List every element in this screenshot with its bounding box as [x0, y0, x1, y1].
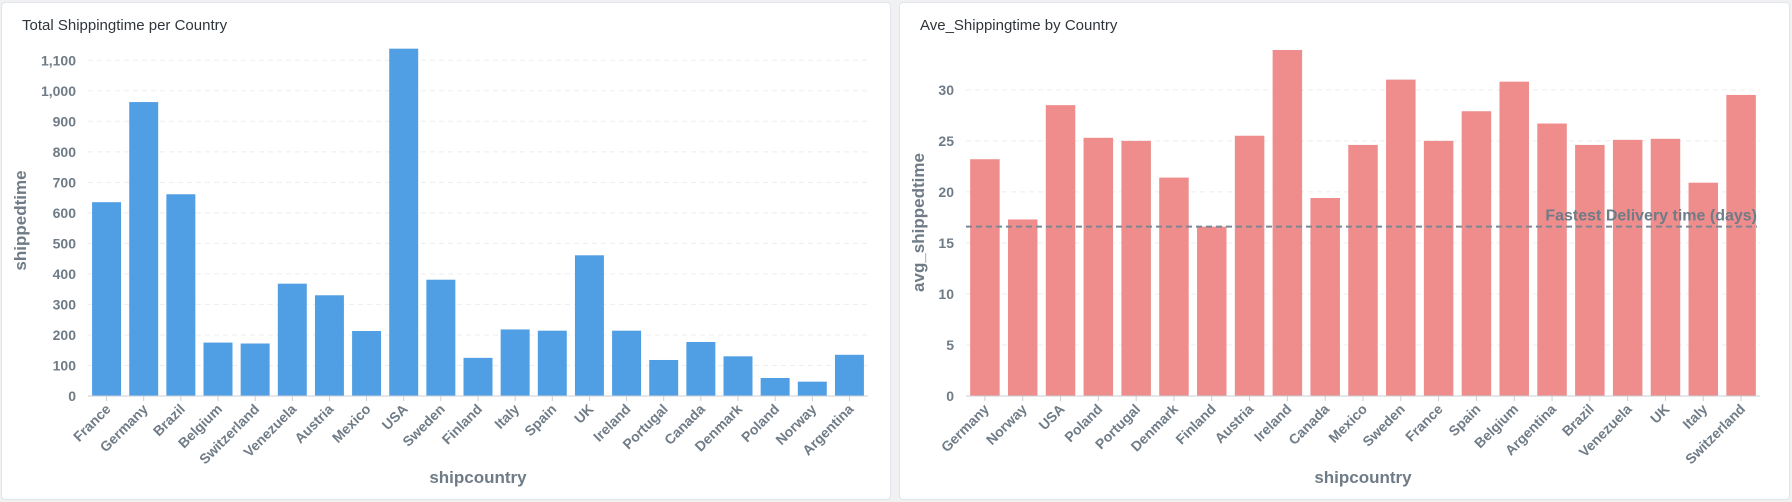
- y-tick-label: 25: [938, 133, 954, 149]
- shippingtime-average-card[interactable]: Ave_Shippingtime by Country 0 5 10 15 20 25 30…: [899, 2, 1790, 500]
- y-axis-title: shippedtime: [11, 170, 30, 270]
- bar[interactable]: [1007, 219, 1038, 396]
- bar[interactable]: [686, 341, 716, 396]
- x-tick-label: USA: [379, 401, 411, 433]
- y-tick-label: 0: [68, 388, 76, 404]
- x-tick-label: Austria: [291, 401, 337, 447]
- bar[interactable]: [1461, 111, 1492, 396]
- bar[interactable]: [537, 330, 567, 396]
- y-tick-label: 200: [53, 327, 77, 343]
- y-tick-label: 700: [53, 174, 77, 190]
- bar[interactable]: [760, 377, 790, 396]
- y-tick-label: 5: [946, 337, 954, 353]
- bar[interactable]: [1386, 79, 1416, 396]
- y-tick-label: 1,000: [41, 83, 76, 99]
- bar[interactable]: [970, 159, 1000, 396]
- x-tick-label: Finland: [439, 401, 486, 448]
- x-tick-label: Italy: [491, 401, 522, 432]
- bar[interactable]: [1612, 139, 1643, 397]
- bar[interactable]: [1537, 123, 1567, 397]
- y-tick-label: 10: [938, 286, 954, 302]
- y-axis-title: avg_shippedtime: [909, 153, 928, 292]
- goal-label: Fastest Delivery time (days): [1545, 208, 1757, 225]
- bar[interactable]: [166, 194, 196, 396]
- bar[interactable]: [1650, 138, 1681, 396]
- bar[interactable]: [203, 342, 233, 396]
- bar[interactable]: [352, 330, 382, 396]
- y-tick-label: 400: [53, 266, 77, 282]
- bar[interactable]: [574, 255, 604, 396]
- shippingtime-total-card[interactable]: Total Shippingtime per Country 0 100 200 30…: [1, 2, 891, 500]
- y-tick-label: 20: [938, 184, 954, 200]
- y-tick-label: 600: [53, 205, 77, 221]
- bar[interactable]: [1083, 137, 1114, 396]
- x-axis-title: shipcountry: [1314, 468, 1412, 487]
- chart-title[interactable]: Ave_Shippingtime by Country: [920, 17, 1118, 34]
- bar[interactable]: [834, 354, 864, 396]
- y-tick-label: 900: [53, 113, 77, 129]
- x-tick-label: Sweden: [1359, 401, 1408, 450]
- x-tick-label: Finland: [1172, 401, 1219, 448]
- y-tick-label: 300: [53, 296, 77, 312]
- y-tick-label: 500: [53, 235, 77, 251]
- bar[interactable]: [1423, 140, 1454, 396]
- bar[interactable]: [92, 202, 122, 396]
- bar[interactable]: [723, 356, 753, 396]
- x-tick-label: France: [1402, 401, 1446, 445]
- total-shippingtime-chart: 01002003004005006007008009001,0001,100Fr…: [11, 48, 868, 487]
- bar[interactable]: [1234, 135, 1265, 396]
- y-tick-label: 800: [53, 144, 77, 160]
- bar[interactable]: [797, 381, 827, 396]
- y-tick-label: 1,100: [41, 52, 76, 68]
- x-tick-label: Spain: [521, 401, 559, 439]
- bar[interactable]: [463, 357, 493, 396]
- x-tick-label: UK: [1647, 401, 1673, 427]
- x-tick-label: Austria: [1211, 401, 1257, 447]
- bar[interactable]: [1197, 226, 1227, 396]
- bar[interactable]: [1272, 50, 1303, 396]
- y-tick-label: 100: [53, 357, 77, 373]
- bar[interactable]: [649, 359, 679, 396]
- bar[interactable]: [1045, 105, 1076, 396]
- bar[interactable]: [1726, 94, 1756, 397]
- bar[interactable]: [426, 279, 456, 396]
- x-tick-label: USA: [1035, 401, 1067, 433]
- bar[interactable]: [1575, 144, 1605, 396]
- x-tick-label: Mexico: [329, 401, 374, 446]
- bar[interactable]: [277, 283, 307, 396]
- x-axis-title: shipcountry: [429, 468, 527, 487]
- y-tick-label: 15: [938, 235, 954, 251]
- bar[interactable]: [314, 295, 344, 396]
- y-tick-label: 30: [938, 82, 954, 98]
- bar[interactable]: [129, 102, 159, 396]
- bar[interactable]: [240, 343, 270, 396]
- bar[interactable]: [1310, 198, 1340, 396]
- bar[interactable]: [1159, 177, 1189, 396]
- y-tick-label: 0: [946, 388, 954, 404]
- bar[interactable]: [1499, 81, 1529, 397]
- bar[interactable]: [1121, 140, 1151, 396]
- bar[interactable]: [389, 48, 419, 397]
- x-tick-label: Norway: [983, 401, 1030, 448]
- bar[interactable]: [1348, 144, 1378, 396]
- x-tick-label: Canada: [1285, 401, 1332, 448]
- x-tick-label: Germany: [938, 401, 992, 455]
- bar[interactable]: [1688, 182, 1719, 396]
- x-tick-label: Italy: [1679, 401, 1710, 432]
- bar[interactable]: [612, 330, 642, 396]
- x-tick-label: UK: [571, 401, 597, 427]
- chart-title[interactable]: Total Shippingtime per Country: [22, 17, 228, 34]
- bar[interactable]: [500, 329, 530, 396]
